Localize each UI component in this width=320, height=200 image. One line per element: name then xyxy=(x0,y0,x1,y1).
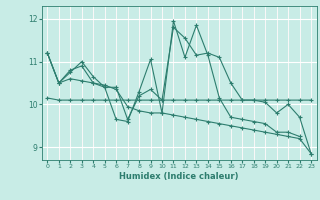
X-axis label: Humidex (Indice chaleur): Humidex (Indice chaleur) xyxy=(119,172,239,181)
